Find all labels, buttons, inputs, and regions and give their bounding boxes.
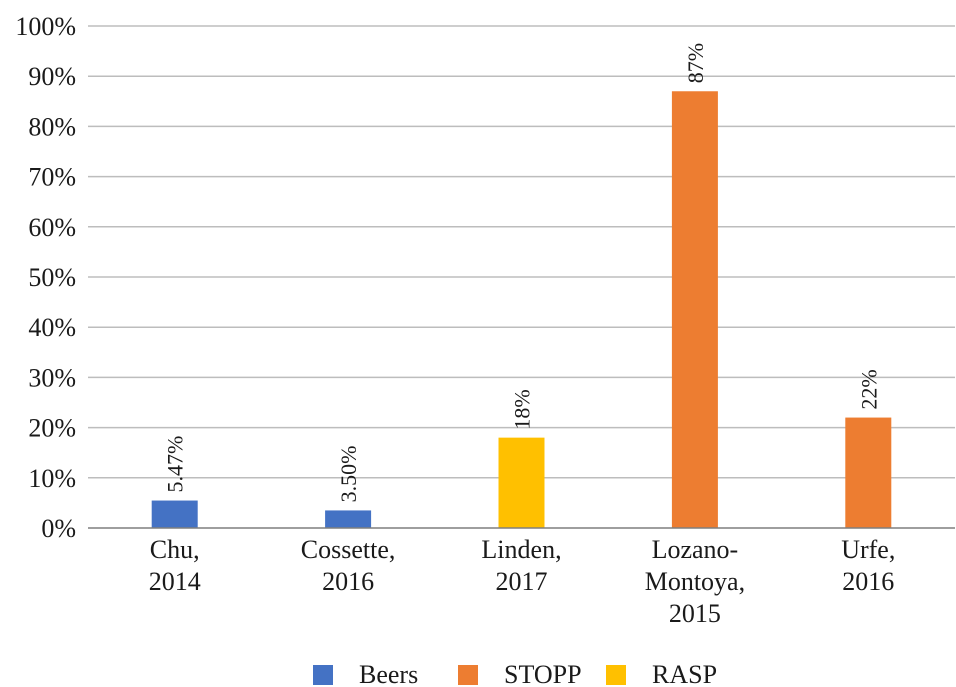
y-tick-label: 100%	[15, 12, 76, 41]
y-tick-label: 60%	[28, 213, 76, 242]
legend-label: Beers	[359, 660, 418, 687]
bar-rasp	[498, 437, 545, 528]
y-tick-label: 10%	[28, 464, 76, 493]
category-label: Linden,	[481, 535, 561, 564]
y-tick-label: 30%	[28, 363, 76, 392]
y-tick-label: 80%	[28, 112, 76, 141]
category-label: 2015	[669, 599, 721, 628]
bars	[151, 91, 892, 528]
category-label: Lozano-	[652, 535, 739, 564]
bar-stopp	[845, 417, 892, 528]
y-axis-ticks: 0% 10% 20% 30% 40% 50% 60% 70% 80% 90% 100%	[15, 12, 76, 543]
data-label: 5.47%	[163, 436, 188, 493]
y-tick-label: 0%	[41, 514, 76, 543]
category-label: 2016	[322, 567, 374, 596]
legend: Beers STOPP RASP	[313, 660, 717, 687]
data-label: 22%	[856, 369, 881, 409]
bar-beers	[325, 510, 372, 528]
data-label: 18%	[510, 389, 535, 429]
data-label: 3.50%	[336, 446, 361, 503]
gridlines	[88, 25, 955, 479]
category-label: Chu,	[150, 535, 200, 564]
y-tick-label: 20%	[28, 414, 76, 443]
bar-beers	[151, 500, 198, 528]
y-tick-label: 40%	[28, 313, 76, 342]
legend-swatch	[606, 665, 626, 685]
legend-swatch	[313, 665, 333, 685]
category-label: 2017	[496, 567, 548, 596]
bar-stopp	[671, 91, 718, 528]
legend-label: STOPP	[504, 660, 582, 687]
y-tick-label: 50%	[28, 263, 76, 292]
category-label: Montoya,	[645, 567, 745, 596]
y-tick-label: 70%	[28, 163, 76, 192]
legend-swatch	[458, 665, 478, 685]
legend-label: RASP	[652, 660, 717, 687]
category-label: Urfe,	[841, 535, 895, 564]
x-axis-categories: Chu, 2014 Cossette, 2016 Linden, 2017 Lozano- M…	[149, 535, 896, 628]
data-labels: 5.47% 3.50% 18% 87% 22%	[163, 43, 882, 502]
category-label: 2014	[149, 567, 201, 596]
y-tick-label: 90%	[28, 62, 76, 91]
category-label: Cossette,	[301, 535, 396, 564]
data-label: 87%	[683, 43, 708, 83]
category-label: 2016	[842, 567, 894, 596]
